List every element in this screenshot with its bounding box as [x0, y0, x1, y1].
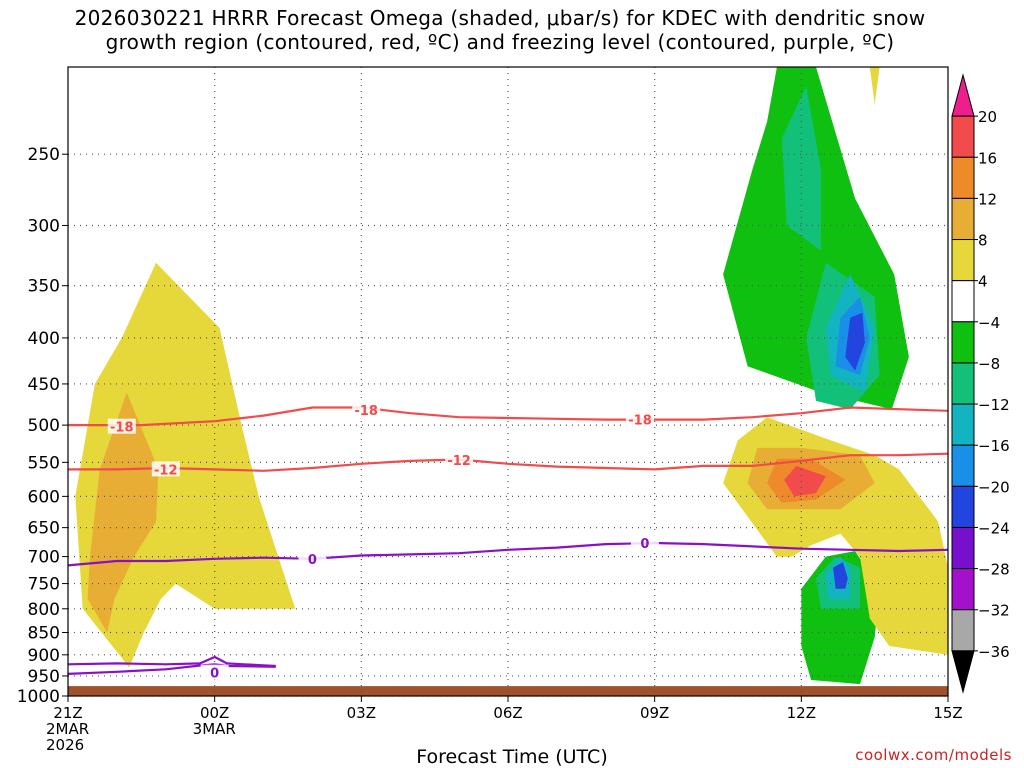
y-tick-label: 650 [28, 519, 60, 539]
omega-region--24 [845, 312, 865, 371]
y-tick-label: 250 [28, 145, 60, 165]
y-tick-label: 500 [28, 416, 60, 436]
x-tick-label: 2MAR [46, 720, 89, 738]
y-tick-label: 300 [28, 216, 60, 236]
x-tick-label: 06Z [493, 704, 522, 722]
colorbar-label: 20 [978, 108, 997, 126]
colorbar-label: −28 [978, 561, 1010, 579]
y-tick-label: 350 [28, 277, 60, 297]
y-tick-label: 550 [28, 453, 60, 473]
colorbar-label: −20 [978, 478, 1010, 496]
colorbar-segment [951, 197, 975, 241]
chart-title-line1: 2026030221 HRRR Forecast Omega (shaded, … [74, 6, 926, 30]
colorbar-segment [951, 609, 975, 652]
omega-region-4 [75, 262, 296, 668]
colorbar-segment [951, 362, 975, 405]
omega-region--8 [781, 86, 821, 251]
y-tick-label: 950 [28, 667, 60, 687]
contour-label: -12 [151, 461, 180, 478]
freezing-level-contour [67, 541, 949, 567]
x-tick-label: 09Z [640, 704, 669, 722]
contour-label-text: -18 [110, 421, 134, 436]
colorbar-segment [951, 444, 975, 487]
x-axis-label: Forecast Time (UTC) [416, 746, 608, 768]
colorbar-segment [951, 568, 975, 611]
contour-label: 0 [200, 664, 229, 682]
omega-region-4 [869, 67, 880, 105]
contour-minus18 [68, 406, 949, 427]
x-tick-label: 15Z [933, 704, 962, 722]
contour-label-bg [630, 534, 659, 550]
x-tick-label: 00Z [200, 704, 229, 722]
contour-label-text: 0 [308, 553, 317, 568]
colorbar-label: −4 [978, 314, 1000, 332]
colorbar-segment [951, 321, 975, 364]
colorbar-label: −8 [978, 355, 1000, 373]
colorbar-label: −12 [978, 396, 1010, 414]
x-tick-label: 3MAR [193, 720, 236, 738]
contour-label: 0 [298, 550, 327, 568]
contour-label-bg [151, 461, 180, 477]
colorbar-segment [951, 650, 975, 694]
x-tick-label: 12Z [787, 704, 816, 722]
contour-label-bg [626, 411, 654, 427]
contour-label-text: -12 [154, 463, 178, 478]
contour-label: -12 [445, 452, 474, 469]
y-tick-label: 450 [28, 375, 60, 395]
y-tick-label: 900 [28, 646, 60, 666]
chart-title-line2: growth region (contoured, red, ºC) and f… [105, 30, 895, 54]
freezing-level-contour-lower [67, 655, 276, 668]
colorbar-segment [951, 156, 975, 199]
x-tick-label: 03Z [347, 704, 376, 722]
contour-label-text: 0 [210, 667, 219, 682]
omega-region-8 [87, 392, 159, 633]
contour-label-bg [107, 418, 136, 434]
colorbar-label: −24 [978, 519, 1010, 537]
freezing-level-contour-lowest [67, 663, 276, 675]
contour-label-text: 0 [640, 537, 649, 552]
y-tick-label: 400 [28, 329, 60, 349]
colorbar-segment [951, 485, 975, 528]
colorbar-segment [951, 73, 975, 117]
omega-region--20 [833, 562, 848, 589]
omega-region-16 [784, 465, 826, 497]
colorbar-label: −16 [978, 437, 1010, 455]
colorbar-label: −32 [978, 602, 1010, 620]
contour-label-bg [200, 664, 229, 680]
colorbar-label: −36 [978, 643, 1010, 661]
contour-label-bg [298, 550, 327, 566]
y-tick-label: 750 [28, 575, 60, 595]
y-tick-label: 600 [28, 487, 60, 507]
colorbar-label: 4 [978, 273, 988, 291]
x-tick-label: 2026 [46, 736, 84, 754]
contour-label: -18 [352, 401, 381, 419]
contour-label-text: -18 [354, 404, 378, 419]
colorbar-label: 12 [978, 190, 997, 208]
colorbar-segment [951, 239, 975, 282]
y-tick-label: 1000 [17, 687, 60, 707]
colorbar-label: 16 [978, 149, 997, 167]
contour-label: -18 [107, 418, 136, 436]
contour-label: -18 [626, 411, 654, 429]
contour-label-bg [445, 452, 474, 468]
colorbar-segment [951, 526, 975, 570]
x-tick-label: 21Z [53, 704, 82, 722]
credit-text: coolwx.com/models [855, 746, 1012, 764]
contour-label-text: -18 [628, 414, 652, 429]
chart-title: 2026030221 HRRR Forecast Omega (shaded, … [0, 6, 1000, 54]
contour-label-text: -12 [447, 454, 471, 469]
contour-label: 0 [630, 534, 659, 552]
y-tick-label: 850 [28, 623, 60, 643]
contour-label-bg [352, 401, 381, 417]
contour-minus12 [68, 452, 949, 472]
colorbar-label: 8 [978, 232, 988, 250]
colorbar-segment [951, 115, 975, 158]
colorbar-segment [951, 403, 975, 446]
y-tick-label: 800 [28, 600, 60, 620]
y-tick-label: 700 [28, 548, 60, 568]
colorbar-segment [951, 280, 975, 323]
